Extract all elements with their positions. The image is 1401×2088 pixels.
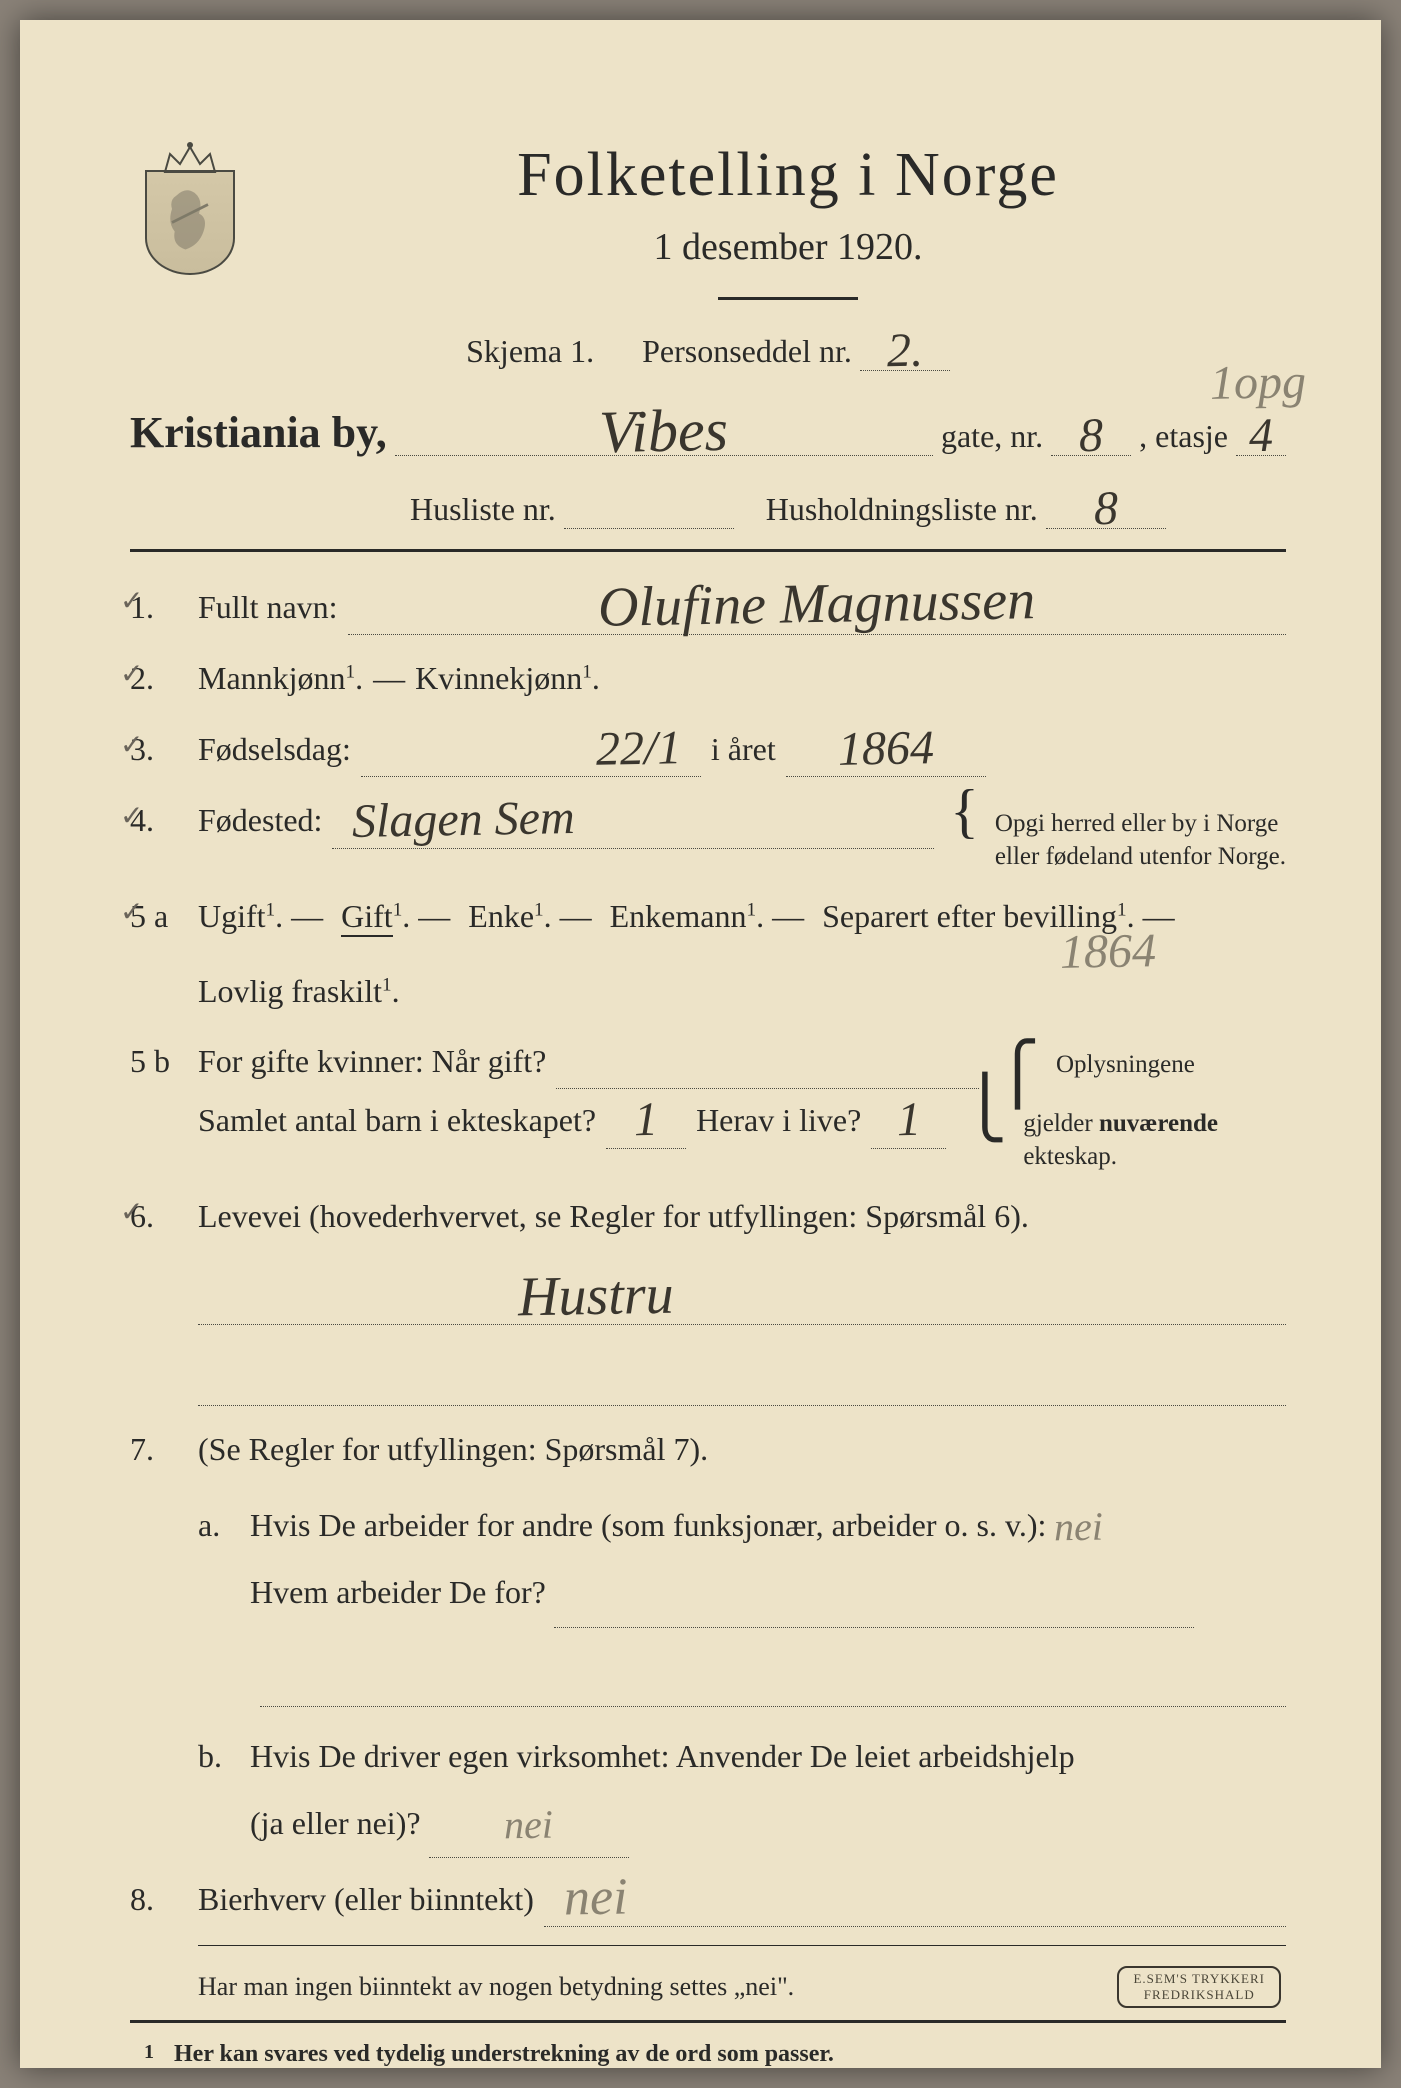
q7-num: 7. [130,1422,188,1476]
etasje-value: 4 [1249,417,1274,456]
q5b-note-23: gjelder nuværende ekteskap. [1023,1108,1253,1173]
census-form-page: 1opg Folketelling i Norge [20,20,1381,2068]
q2-option-kvinne: Kvinnekjønn1. [415,651,600,705]
q7-row: 7. (Se Regler for utfyllingen: Spørsmål … [130,1422,1286,1476]
q5a-pencil-year: 1864 [1060,932,1157,972]
husholdning-label: Husholdningsliste nr. [766,491,1038,528]
coat-of-arms-icon [130,135,250,285]
main-title: Folketelling i Norge [290,140,1286,211]
q8-label: Bierhverv (eller biinntekt) [198,1872,534,1926]
q7a-letter: a. [198,1492,242,1559]
personseddel-label: Personseddel nr. [642,333,852,369]
q7b-value: nei [504,1808,553,1841]
brace-icon: { [944,796,985,826]
etasje-label: , etasje [1139,418,1228,455]
city-row: Kristiania by, Vibes gate, nr. 8 , etasj… [130,403,1286,458]
tick-mark: ✓ [120,1189,143,1237]
q5b-num: 5 b [130,1034,188,1088]
q5a-opt-enke: Enke1. — [468,889,599,943]
q6-value-line: Hustru [198,1260,1286,1325]
q7a-sub-label: Hvem arbeider De for? [250,1574,546,1610]
q4-value: Slagen Sem [352,799,575,841]
footnote-mid: Har man ingen biinntekt av nogen betydni… [130,1972,1286,2002]
husliste-label: Husliste nr. [410,491,556,528]
tick-mark: ✓ [120,793,143,841]
q7a-row: a. Hvis De arbeider for andre (som funks… [130,1492,1286,1627]
section-rule-2 [130,2020,1286,2023]
q6-blank-line-2 [198,1341,1286,1406]
q6-value: Hustru [518,1272,674,1320]
q5b-row-1: 5 b For gifte kvinner: Når gift? ⎧ Oplys… [130,1034,1286,1089]
q2-row: ✓ 2. Mannkjønn1. — Kvinnekjønn1. [130,651,1286,705]
q1-value: Olufine Magnussen [598,578,1036,630]
q5b-note-1: Oplysningene [1056,1049,1286,1082]
q5a-opt-ugift: Ugift1. — [198,889,331,943]
q2-option-mann: Mannkjønn1. [198,651,363,705]
q7b-letter: b. [198,1723,242,1790]
q6-row: ✓ 6. Levevei (hovederhvervet, se Regler … [130,1189,1286,1243]
q5b-label-a: For gifte kvinner: Når gift? [198,1034,546,1088]
printer-stamp: E.SEM'S TRYKKERI FREDRIKSHALD [1117,1966,1281,2008]
gate-value: 8 [1079,417,1104,456]
q5b-value-c: 1 [896,1101,921,1140]
q8-row: 8. Bierhverv (eller biinntekt) nei [130,1872,1286,1927]
q5b-value-b: 1 [634,1101,659,1140]
q5a-opt-fraskilt: Lovlig fraskilt1. [198,964,400,1018]
q3-row: ✓ 3. Fødselsdag: 22/1 i året 1864 [130,722,1286,777]
lists-row: Husliste nr. Husholdningsliste nr. 8 [130,486,1286,529]
q7a-text: Hvis De arbeider for andre (som funksjon… [250,1507,1046,1543]
q5b-row-2: Samlet antal barn i ekteskapet? 1 Herav … [130,1093,1286,1173]
q3-year-value: 1864 [837,729,934,769]
tick-mark: ✓ [120,651,143,699]
footnote-text: Her kan svares ved tydelig understreknin… [174,2041,834,2067]
q4-label: Fødested: [198,793,322,847]
skjema-label: Skjema 1. [466,333,594,369]
q7a-value: nei [1054,1511,1103,1544]
tick-mark: ✓ [120,578,143,626]
q4-row: ✓ 4. Fødested: Slagen Sem { Opgi herred … [130,793,1286,873]
q7b-sub-label: (ja eller nei)? [250,1805,421,1841]
personseddel-value: 2. [887,332,924,371]
q5b-label-c: Herav i live? [696,1093,861,1147]
q3-day-value: 22/1 [595,729,681,769]
q5a-opt-enkemann: Enkemann1. — [610,889,812,943]
q3-year-label: i året [711,722,776,776]
q7a-blank-line [260,1642,1286,1707]
tick-mark: ✓ [120,889,143,937]
date-subtitle: 1 desember 1920. [290,225,1286,269]
street-value: Vibes [599,406,729,456]
q1-label: Fullt navn: [198,580,338,634]
q8-value: nei [564,1876,628,1919]
header-rule [718,297,858,300]
city-label: Kristiania by, [130,407,387,458]
footnote-num: 1 [130,2041,168,2064]
q4-note: Opgi herred eller by i Norge eller fødel… [995,808,1286,873]
q6-label: Levevei (hovederhvervet, se Regler for u… [198,1189,1029,1243]
q7b-text: Hvis De driver egen virksomhet: Anvender… [250,1738,1075,1774]
title-block: Folketelling i Norge 1 desember 1920. [290,130,1286,322]
q3-label: Fødselsdag: [198,722,351,776]
tick-mark: ✓ [120,722,143,770]
q7b-row: b. Hvis De driver egen virksomhet: Anven… [130,1723,1286,1858]
skjema-row: Skjema 1. Personseddel nr. 2. [130,328,1286,371]
gate-label: gate, nr. [941,418,1043,455]
q5a-row: ✓ 5 a Ugift1. — Gift1. — Enke1. — Enkema… [130,889,1286,1018]
q8-rule [198,1945,1286,1946]
section-rule-1 [130,549,1286,552]
q7-label: (Se Regler for utfyllingen: Spørsmål 7). [198,1422,708,1476]
q5b-label-b: Samlet antal barn i ekteskapet? [198,1093,596,1147]
husholdning-value: 8 [1093,490,1118,529]
header: Folketelling i Norge 1 desember 1920. [130,130,1286,322]
q1-row: ✓ 1. Fullt navn: Olufine Magnussen [130,578,1286,635]
q2-dash: — [373,651,405,705]
footnote-bottom: 1 Her kan svares ved tydelig understrekn… [130,2041,1286,2068]
q8-num: 8. [130,1872,188,1926]
q5a-opt-gift: Gift1. — [341,889,458,943]
brace-icon: ⎩ [956,1093,1013,1123]
